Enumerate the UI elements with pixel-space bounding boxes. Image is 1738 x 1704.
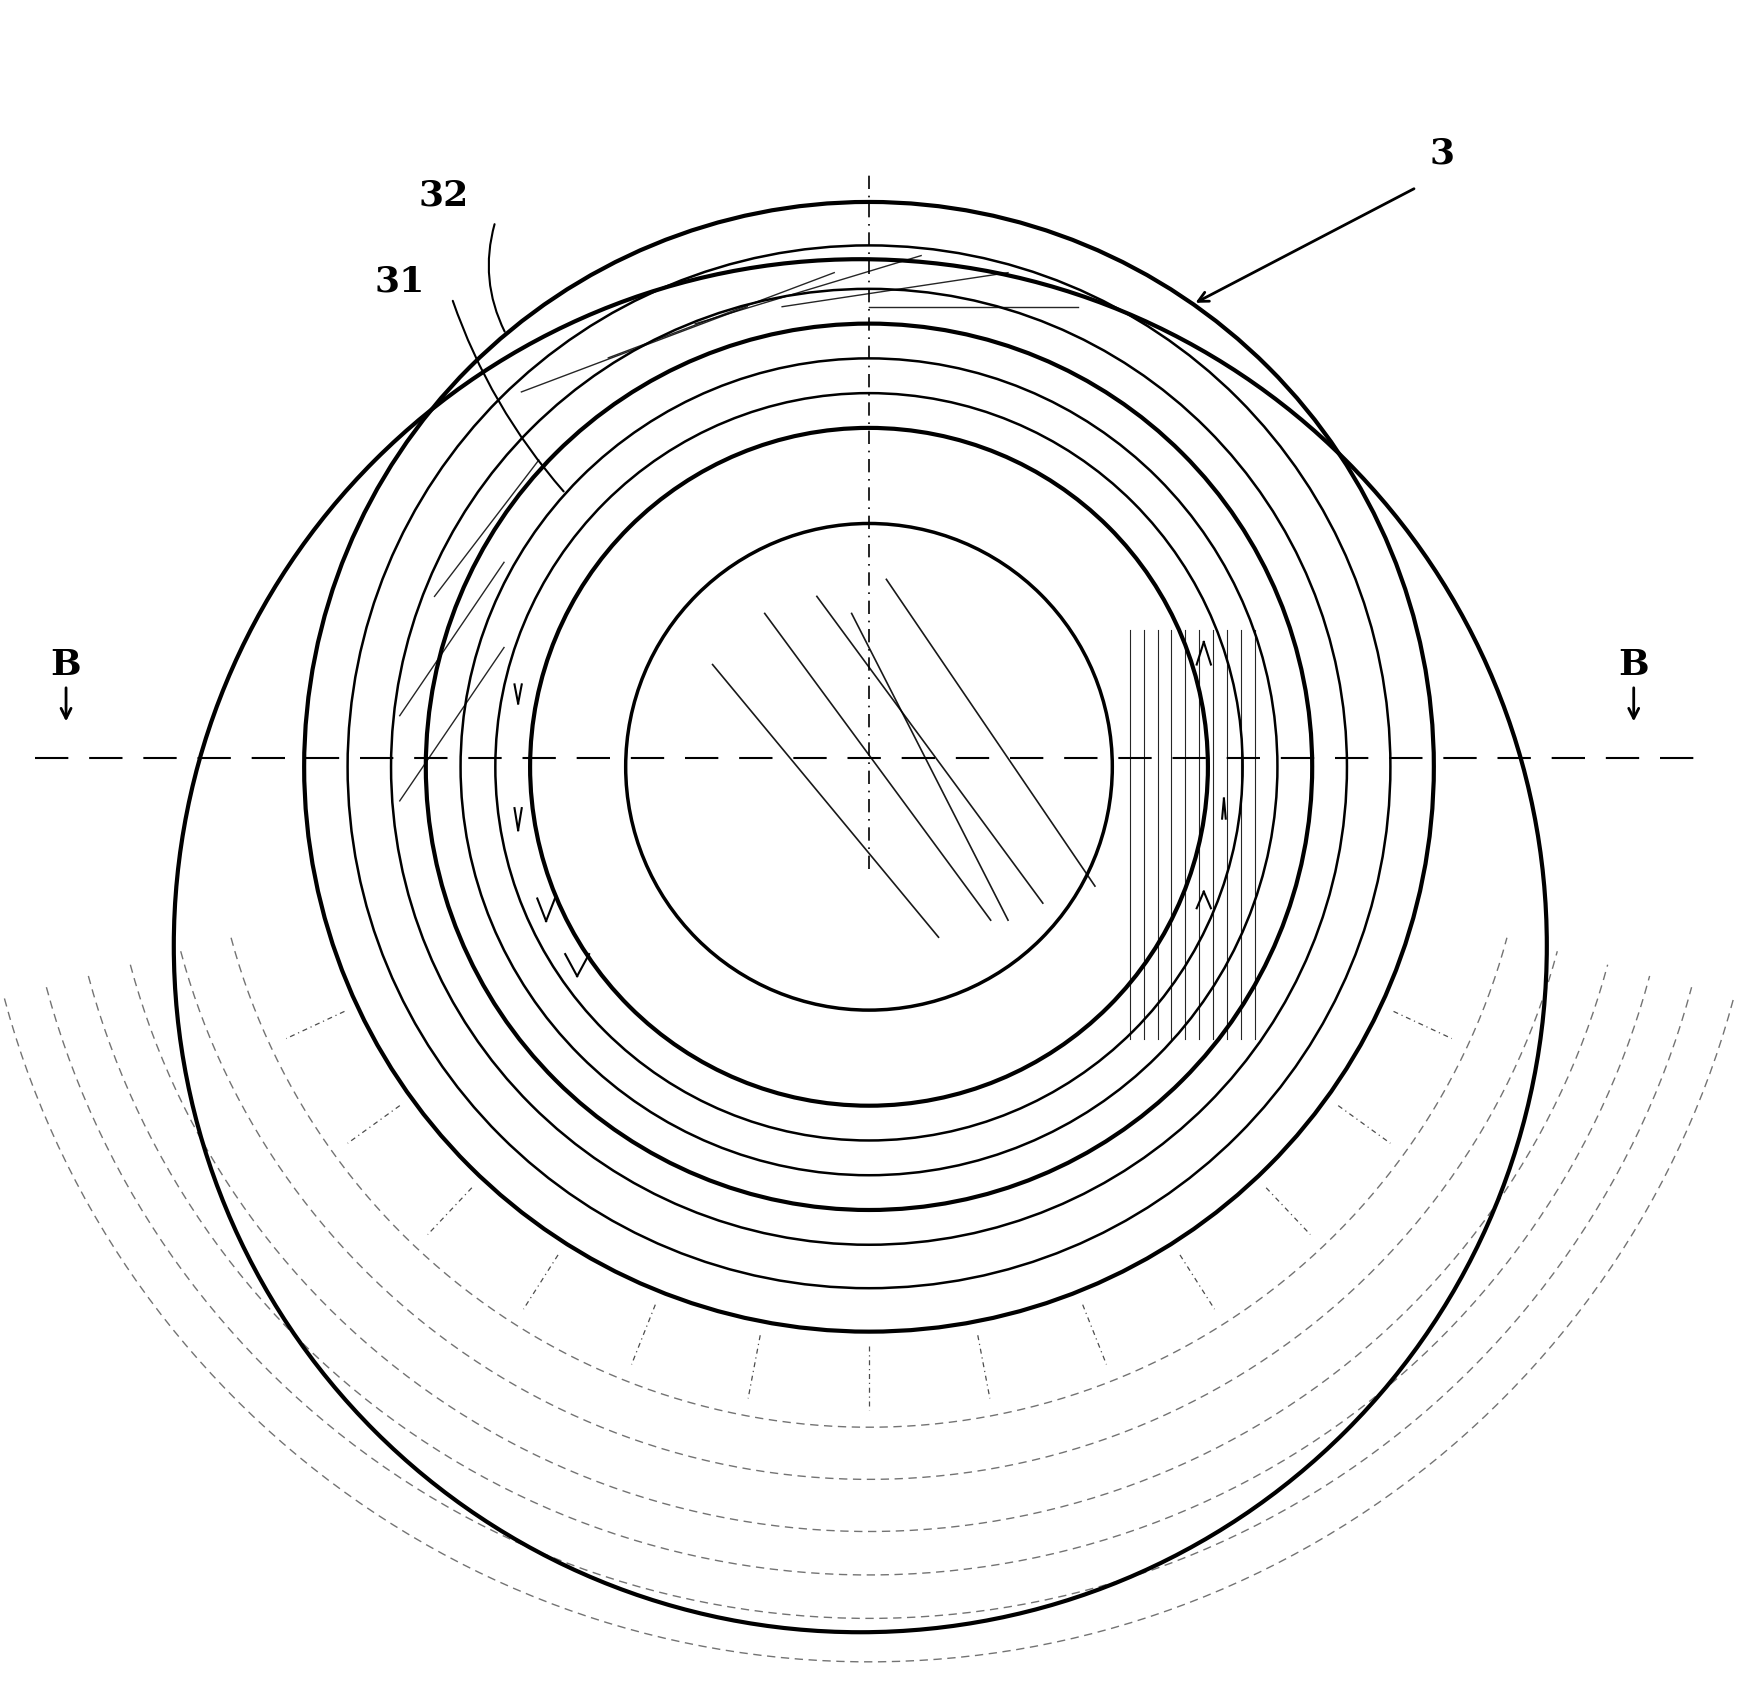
Text: 31: 31 — [375, 264, 424, 298]
Text: B: B — [1618, 648, 1649, 682]
Text: B: B — [50, 648, 82, 682]
Text: 32: 32 — [419, 179, 468, 213]
Text: 3: 3 — [1430, 136, 1455, 170]
